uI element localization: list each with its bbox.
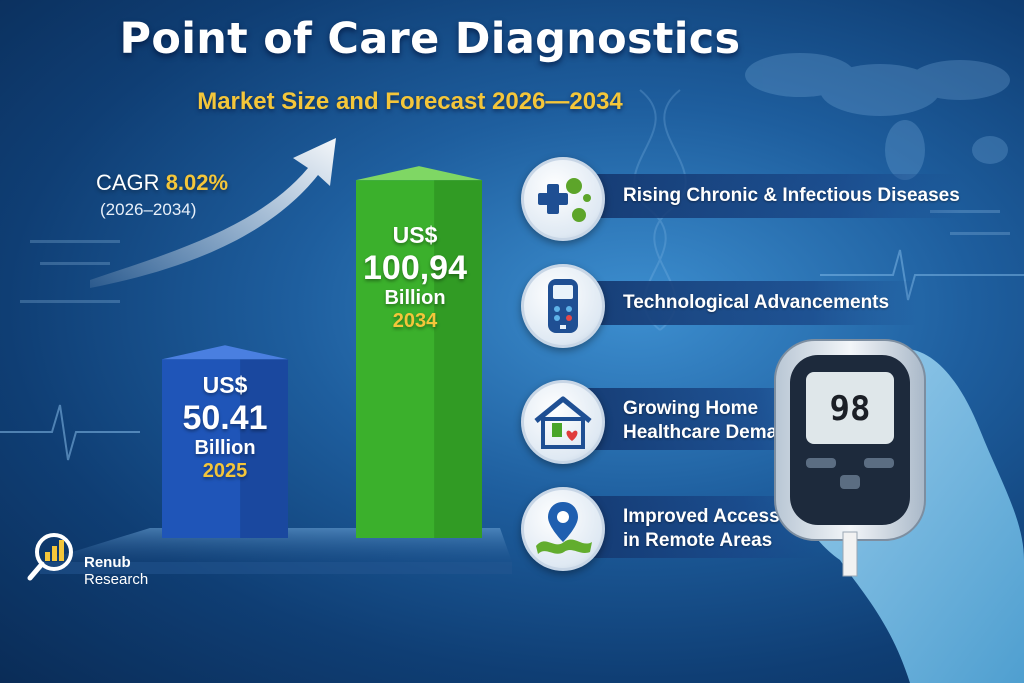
driver-label: Rising Chronic & Infectious Diseases bbox=[623, 185, 960, 206]
driver-icon-circle bbox=[521, 487, 605, 571]
bar-label-2034: US$ 100,94 Billion 2034 bbox=[355, 222, 475, 333]
driver-label: Improved Access in Remote Areas bbox=[623, 506, 780, 551]
bar-top-cap bbox=[162, 345, 288, 360]
bar-currency: US$ bbox=[202, 372, 248, 398]
driver-icon-circle bbox=[521, 264, 605, 348]
bar-year: 2025 bbox=[202, 460, 248, 482]
glucometer-hand-illustration: 98 bbox=[774, 339, 1024, 683]
bar-2025 bbox=[162, 345, 288, 538]
page-title: Point of Care Diagnostics bbox=[119, 14, 741, 64]
bar-label-2025: US$ 50.41 Billion 2025 bbox=[160, 372, 290, 483]
bar-unit: Billion bbox=[384, 287, 446, 309]
driver-label: Growing Home Healthcare Demand bbox=[623, 398, 801, 443]
bar-unit: Billion bbox=[194, 437, 256, 459]
ecg-line-left bbox=[0, 404, 140, 461]
bar-value: 50.41 bbox=[182, 399, 268, 437]
bar-2034 bbox=[356, 166, 482, 538]
device-icon bbox=[548, 279, 578, 333]
home-heart-icon bbox=[534, 396, 592, 449]
map-pin-icon bbox=[536, 502, 592, 554]
glucometer-screen bbox=[806, 372, 894, 444]
cagr-label: CAGR 8.02% bbox=[96, 170, 228, 196]
cagr-period: (2026–2034) bbox=[100, 200, 197, 219]
brand-logo: Renub Research bbox=[26, 530, 186, 590]
driver-banner bbox=[560, 174, 960, 218]
bar-top-cap bbox=[356, 166, 482, 181]
bar-side-shade bbox=[434, 180, 482, 538]
ecg-line-right bbox=[820, 249, 1024, 301]
test-strip bbox=[842, 531, 858, 577]
magnifier-chart-icon bbox=[27, 533, 73, 581]
circuit-pattern bbox=[20, 210, 1010, 303]
driver-icon-circle bbox=[521, 157, 605, 241]
driver-icon-circle bbox=[521, 380, 605, 464]
cagr-value: 8.02% bbox=[165, 170, 229, 195]
glucometer-reading: 98 bbox=[830, 389, 871, 429]
bar-currency: US$ bbox=[392, 222, 438, 248]
cagr-title: CAGR bbox=[96, 170, 160, 195]
growth-arrow-icon bbox=[90, 138, 336, 288]
page-subtitle: Market Size and Forecast 2026—2034 bbox=[197, 88, 623, 115]
world-map-shape bbox=[745, 53, 1010, 180]
medical-cross-virus-icon bbox=[538, 178, 591, 222]
bar-value: 100,94 bbox=[363, 249, 467, 287]
driver-banner bbox=[560, 281, 920, 325]
driver-label: Technological Advancements bbox=[623, 292, 890, 313]
bar-side-shade bbox=[240, 359, 288, 538]
bar-year: 2034 bbox=[392, 310, 438, 332]
brand-name: Renub Research bbox=[84, 554, 149, 588]
